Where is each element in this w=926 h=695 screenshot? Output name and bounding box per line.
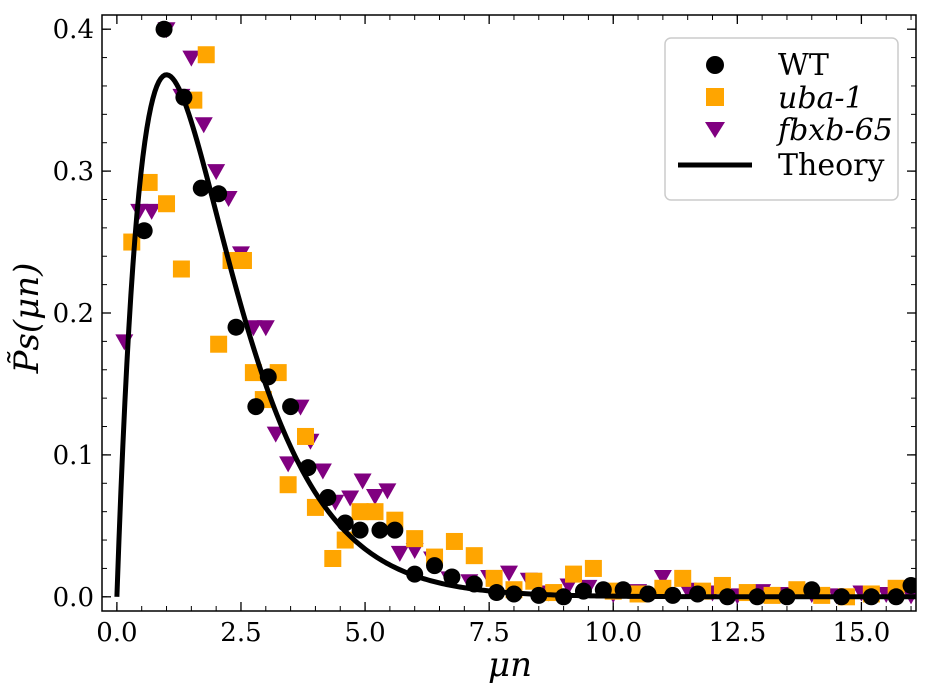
wt-point xyxy=(443,568,461,586)
uba1-point xyxy=(445,532,463,550)
uba1-point xyxy=(324,549,342,567)
uba1-point xyxy=(158,195,176,213)
uba1-point xyxy=(210,335,228,353)
y-tick-label: 0.3 xyxy=(53,157,94,187)
fbxb65-point xyxy=(256,320,275,337)
wt-point xyxy=(689,585,707,603)
fbxb65-point xyxy=(194,117,213,134)
fbxb65-point xyxy=(653,569,672,586)
x-tick-label: 0.0 xyxy=(96,618,137,648)
legend-label-fbxb65: fbxb-65 xyxy=(776,113,893,148)
uba1-point xyxy=(279,476,297,494)
legend-label-wt: WT xyxy=(778,48,829,83)
fbxb65-point xyxy=(266,426,285,443)
axis-ticks xyxy=(102,15,916,611)
y-axis-label-group: P̃s(μn) xyxy=(7,263,47,375)
fbxb65-point xyxy=(378,483,397,500)
fbxb65-point xyxy=(279,456,298,473)
theory-curve xyxy=(114,72,916,600)
wt-point xyxy=(426,557,444,575)
fbxb65-point xyxy=(353,473,372,490)
fbxb65-point xyxy=(341,490,360,507)
wt-point xyxy=(351,521,369,539)
fbxb65-point xyxy=(365,489,384,506)
x-tick-label: 5.0 xyxy=(344,618,385,648)
uba1-point xyxy=(674,569,692,587)
fbxb65-point xyxy=(182,50,201,67)
x-tick-label: 2.5 xyxy=(220,618,261,648)
plot-area xyxy=(114,20,916,606)
fbxb65-point xyxy=(207,164,226,181)
uba1-point xyxy=(565,565,583,583)
uba1-point xyxy=(584,559,602,577)
uba1-point xyxy=(351,503,369,521)
x-tick-label: 12.5 xyxy=(708,618,766,648)
y-tick-label: 0.2 xyxy=(53,299,94,329)
fbxb65-point xyxy=(390,545,409,562)
uba1-point xyxy=(297,427,314,445)
plot-frame xyxy=(101,14,917,612)
uba1-point xyxy=(465,547,483,565)
wt-point xyxy=(386,521,404,539)
legend-marker-uba1 xyxy=(706,88,724,106)
legend-label-uba1: uba-1 xyxy=(778,81,864,116)
legend-marker-fbxb65 xyxy=(705,122,725,138)
uba1-point xyxy=(485,569,503,587)
wt-point xyxy=(371,521,389,539)
uba1-point xyxy=(140,173,158,191)
wt-point xyxy=(282,398,300,416)
wt-point xyxy=(247,398,265,416)
wt-point xyxy=(803,581,821,599)
wt-point xyxy=(227,318,245,336)
legend-box xyxy=(664,37,899,201)
x-tick-label: 7.5 xyxy=(468,618,509,648)
legend: WT uba-1 fbxb-65 Theory xyxy=(664,37,899,201)
uba1-point xyxy=(234,251,252,269)
y-tick-label: 0.4 xyxy=(53,15,94,45)
x-axis-label: μn xyxy=(488,645,532,685)
uba1-point xyxy=(366,503,384,521)
y-axis-label: P̃s(μn) xyxy=(7,263,47,375)
wt-point xyxy=(135,222,153,240)
legend-label-theory: Theory xyxy=(778,148,884,183)
uba1-point xyxy=(525,572,543,590)
wt-point xyxy=(192,179,210,197)
x-tick-label: 10.0 xyxy=(584,618,642,648)
uba1-point xyxy=(406,530,424,548)
legend-marker-wt xyxy=(706,56,724,74)
fbxb65-point xyxy=(500,565,518,582)
fbxb65-point xyxy=(142,203,161,220)
uba1-point xyxy=(197,46,215,64)
axis-tick-labels: 0.0 2.5 5.0 7.5 10.0 12.5 15.0 0.0 0.1 0.2 0.3 0.4 xyxy=(53,15,891,648)
fbxb65-point xyxy=(313,463,332,480)
y-tick-label: 0.1 xyxy=(53,441,94,471)
y-tick-label: 0.0 xyxy=(53,583,94,613)
uba1-point xyxy=(172,260,190,278)
x-tick-label: 15.0 xyxy=(832,618,890,648)
wt-point xyxy=(902,576,916,594)
wt-point xyxy=(155,20,173,38)
